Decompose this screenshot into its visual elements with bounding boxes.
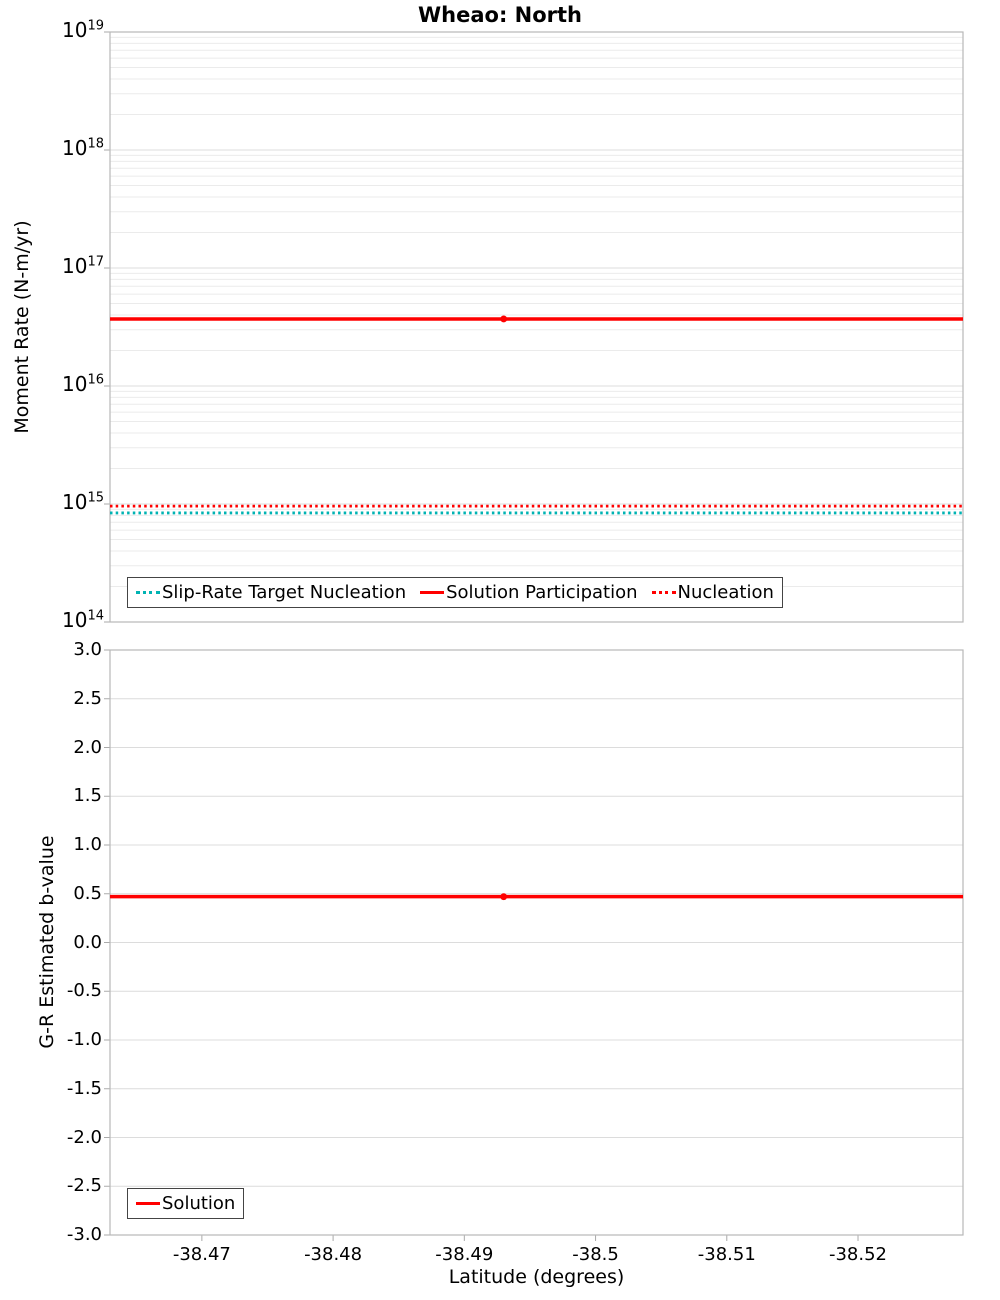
legend-item: Solution Participation xyxy=(420,582,638,603)
legend-label: Solution Participation xyxy=(446,582,638,603)
legend-label: Nucleation xyxy=(677,582,774,603)
legend-line-sample xyxy=(420,591,445,594)
legend-item: Nucleation xyxy=(651,582,774,603)
x-axis-label: Latitude (degrees) xyxy=(448,1266,625,1288)
legend-line-sample xyxy=(136,1202,160,1205)
legend-item: Slip-Rate Target Nucleation xyxy=(136,582,406,603)
series-marker xyxy=(500,315,508,323)
top-legend: Slip-Rate Target Nucleation Solution Part… xyxy=(127,577,783,608)
legend-item: Solution xyxy=(136,1193,235,1214)
legend-line-sample xyxy=(651,591,676,594)
bottom-legend: Solution xyxy=(127,1188,245,1219)
plot-background xyxy=(110,32,963,622)
legend-label: Solution xyxy=(162,1193,236,1214)
plot-border xyxy=(109,31,964,623)
series-marker xyxy=(500,893,508,901)
chart-title: Wheao: North xyxy=(417,3,582,27)
legend-line-sample xyxy=(136,591,160,594)
legend-label: Slip-Rate Target Nucleation xyxy=(162,582,407,603)
plot-border xyxy=(109,649,964,1236)
